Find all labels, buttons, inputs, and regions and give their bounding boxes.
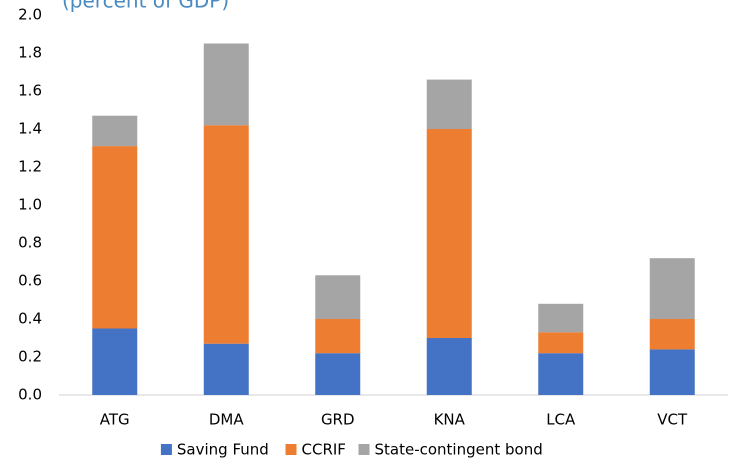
legend-swatch — [285, 444, 297, 455]
x-tick-label: GRD — [321, 411, 355, 429]
bar-segment — [538, 332, 584, 354]
y-tick-label: 1.8 — [18, 44, 42, 62]
bar-segment — [92, 115, 138, 147]
legend-swatch — [358, 444, 370, 455]
bar-segment — [203, 343, 249, 395]
x-tick-label: KNA — [434, 411, 466, 429]
x-tick-label: VCT — [657, 411, 688, 429]
legend-label: CCRIF — [302, 441, 346, 459]
y-tick-label: 0.4 — [18, 310, 42, 328]
legend-label: State-contingent bond — [375, 441, 543, 459]
bar-segment — [649, 349, 695, 395]
bar-segment — [649, 258, 695, 319]
bar-segment — [315, 319, 361, 354]
x-tick-label: LCA — [546, 411, 576, 429]
bar-segment — [315, 353, 361, 395]
y-tick-label: 1.4 — [18, 120, 42, 138]
x-tick-label: ATG — [100, 411, 130, 429]
y-tick-label: 1.6 — [18, 82, 42, 100]
legend-swatch — [160, 444, 172, 455]
bar-segment — [315, 275, 361, 319]
y-tick-label: 1.2 — [18, 158, 42, 176]
bar-segment — [426, 129, 472, 338]
bar-segment — [538, 353, 584, 395]
y-tick-label: 0.0 — [18, 386, 42, 404]
y-tick-label: 0.2 — [18, 348, 42, 366]
bar-segment — [426, 79, 472, 129]
legend-label: Saving Fund — [177, 441, 269, 459]
bar-segment — [649, 319, 695, 350]
bar-segment — [92, 146, 138, 329]
x-tick-label: DMA — [209, 411, 244, 429]
chart-title: (percent of GDP) — [62, 0, 229, 13]
y-tick-label: 2.0 — [18, 6, 42, 24]
y-tick-label: 0.8 — [18, 234, 42, 252]
bar-segment — [203, 125, 249, 344]
bar-segment — [538, 303, 584, 333]
bar-segment — [203, 43, 249, 126]
bar-segment — [92, 328, 138, 395]
y-tick-label: 0.6 — [18, 272, 42, 290]
y-tick-label: 1.0 — [18, 196, 42, 214]
bar-segment — [426, 338, 472, 395]
